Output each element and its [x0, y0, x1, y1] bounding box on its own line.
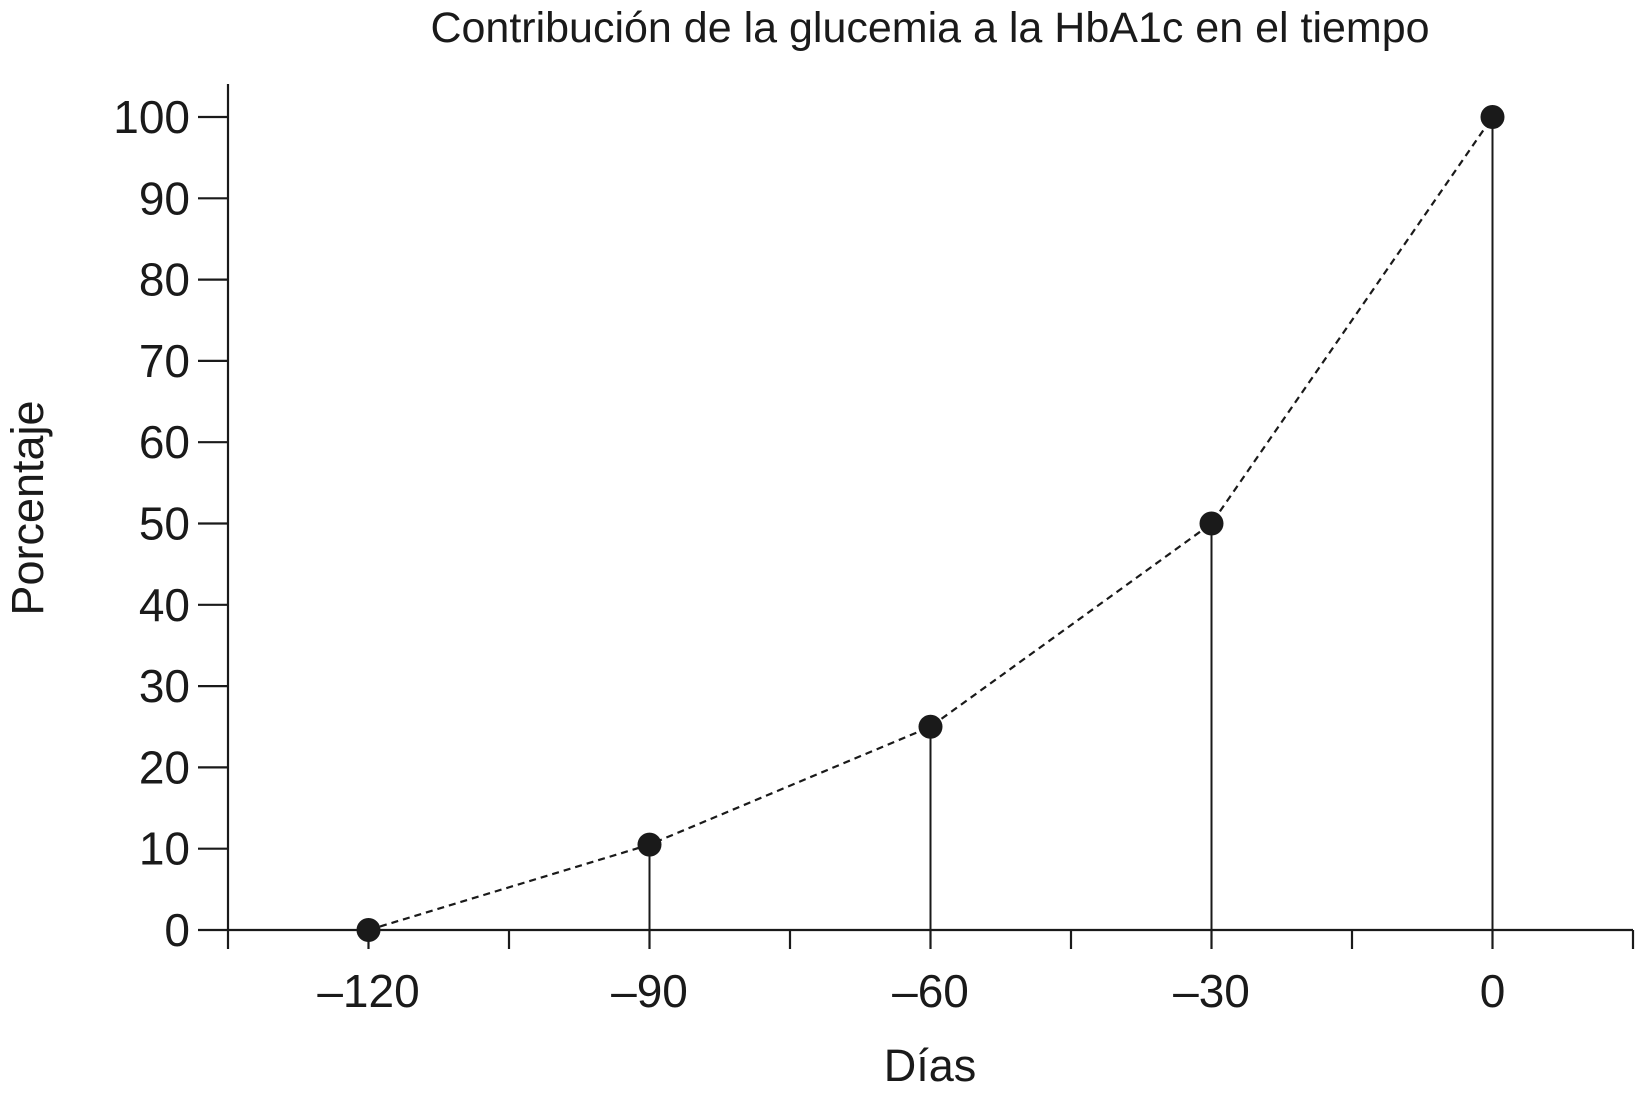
- y-axis-title: Porcentaje: [2, 400, 53, 615]
- data-point: [356, 918, 381, 942]
- y-tick-label: 30: [139, 660, 190, 712]
- data-points: [356, 105, 1505, 942]
- data-point: [918, 714, 943, 739]
- y-axis: 0 10 20 30 40 50 60 70 80 90 100: [113, 84, 230, 956]
- y-tick-label: 0: [164, 904, 190, 956]
- y-tick-label: 50: [139, 498, 190, 550]
- data-point: [637, 832, 662, 857]
- y-tick-label: 60: [139, 416, 190, 468]
- x-tick-label: –120: [317, 965, 419, 1017]
- x-tick-label: –90: [611, 965, 688, 1017]
- x-tick-label: 0: [1480, 965, 1506, 1017]
- y-tick-label: 100: [113, 91, 190, 143]
- drop-lines: [648, 117, 1494, 930]
- y-tick-label: 70: [139, 335, 190, 387]
- x-tick-label: –60: [892, 965, 969, 1017]
- y-tick-label: 10: [139, 823, 190, 875]
- series-line: [368, 116, 1494, 932]
- x-tick-label: –30: [1173, 965, 1250, 1017]
- data-point: [1199, 511, 1224, 536]
- y-tick-label: 90: [139, 172, 190, 224]
- y-tick-label: 80: [139, 254, 190, 306]
- y-tick-label: 40: [139, 579, 190, 631]
- y-tick-label: 20: [139, 741, 190, 793]
- x-axis: –120 –90 –60 –30 0: [226, 928, 1635, 1017]
- data-point: [1480, 105, 1505, 129]
- x-axis-title: Días: [884, 1040, 977, 1091]
- series-line-path: [368, 116, 1494, 932]
- chart-title: Contribución de la glucemia a la HbA1c e…: [430, 4, 1429, 52]
